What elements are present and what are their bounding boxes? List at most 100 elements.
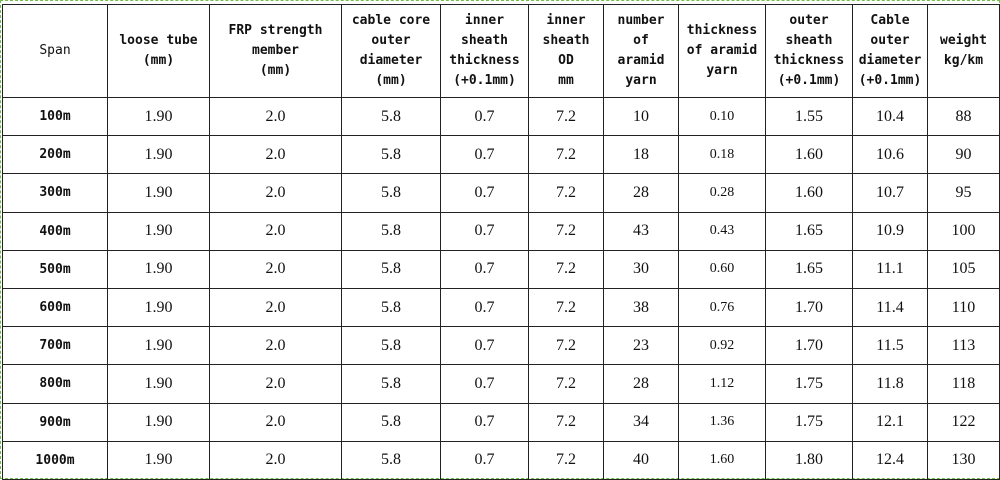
table-cell: 2.0: [209, 135, 342, 175]
column-header-line: outer: [371, 33, 411, 48]
table-row: 800m 1.90 2.0 5.8 0.7 7.2 28 1.12 1.75 11.8 118: [2, 364, 1000, 404]
column-header: thickness of aramid yarn: [678, 4, 766, 98]
column-header-line: (+0.1mm): [858, 73, 922, 88]
table-cell: 5.8: [341, 211, 441, 251]
span-cell: 600m: [2, 287, 108, 328]
span-cell: 900m: [2, 402, 108, 442]
table-cell: 40: [603, 440, 679, 480]
table-cell: 5.8: [341, 402, 441, 442]
table-cell: 1.90: [107, 249, 210, 289]
column-header-line: sheath: [785, 33, 833, 48]
span-cell: 300m: [2, 173, 108, 213]
span-cell: 700m: [2, 326, 108, 366]
column-header-line: loose tube: [119, 33, 198, 48]
table-cell: 1.60: [765, 135, 853, 175]
table-cell: 1.75: [765, 364, 853, 404]
table-cell: 0.7: [440, 326, 529, 366]
span-cell: 200m: [2, 135, 108, 175]
table-cell: 88: [927, 96, 1000, 137]
column-header: cable core outer diameter (mm): [341, 4, 441, 98]
table-cell: 1.60: [765, 173, 853, 213]
table-cell: 34: [603, 402, 679, 442]
span-cell: 1000m: [2, 440, 108, 480]
column-header-line: kg/km: [943, 53, 984, 68]
table-cell: 1.36: [678, 402, 766, 442]
table-row: 900m 1.90 2.0 5.8 0.7 7.2 34 1.36 1.75 12.1 122: [2, 402, 1000, 442]
table-cell: 2.0: [209, 96, 342, 137]
column-header-line: yarn: [625, 73, 657, 88]
table-row: 200m 1.90 2.0 5.8 0.7 7.2 18 0.18 1.60 10.6 90: [2, 135, 1000, 175]
column-header-line: mm: [558, 73, 574, 88]
column-header-line: outer: [870, 33, 910, 48]
table-cell: 122: [927, 402, 1000, 442]
table-cell: 12.4: [852, 440, 928, 480]
table-cell: 7.2: [528, 326, 604, 366]
column-header-line: diameter: [359, 53, 423, 68]
column-header-line: of aramid: [686, 43, 758, 58]
table-cell: 38: [603, 287, 679, 328]
table-cell: 1.60: [678, 440, 766, 480]
table-cell: 0.7: [440, 211, 529, 251]
table-row: 600m 1.90 2.0 5.8 0.7 7.2 38 0.76 1.70 11.4 110: [2, 287, 1000, 328]
column-header-line: (mm): [142, 53, 175, 68]
column-header-line: (mm): [259, 63, 292, 78]
table-cell: 1.70: [765, 287, 853, 328]
column-header-line: thickness: [686, 23, 758, 38]
table-cell: 1.90: [107, 326, 210, 366]
table-cell: 113: [927, 326, 1000, 366]
table-cell: 7.2: [528, 364, 604, 404]
table-cell: 1.90: [107, 402, 210, 442]
table-cell: 1.65: [765, 249, 853, 289]
column-header-line: diameter: [858, 53, 922, 68]
column-header-line: Cable: [870, 13, 910, 28]
column-header-line: outer: [789, 13, 829, 28]
column-header-line: aramid: [617, 53, 665, 68]
table-cell: 1.12: [678, 364, 766, 404]
table-cell: 0.7: [440, 364, 529, 404]
table-cell: 1.90: [107, 96, 210, 137]
table-cell: 28: [603, 364, 679, 404]
table-cell: 1.90: [107, 211, 210, 251]
table-cell: 0.7: [440, 96, 529, 137]
column-header-line: thickness: [449, 53, 520, 68]
column-header-line: (+0.1mm): [777, 73, 841, 88]
table-cell: 2.0: [209, 402, 342, 442]
table-cell: 2.0: [209, 440, 342, 480]
column-header: inner sheath thickness (+0.1mm): [440, 4, 529, 98]
table-header: Span loose tube (mm) FRP strength member (mm)…: [2, 4, 1000, 98]
table-cell: 23: [603, 326, 679, 366]
table-cell: 0.7: [440, 402, 529, 442]
table-cell: 10.9: [852, 211, 928, 251]
span-cell: 400m: [2, 211, 108, 251]
column-header-line: sheath: [461, 33, 508, 48]
table-cell: 90: [927, 135, 1000, 175]
table-cell: 2.0: [209, 249, 342, 289]
table-row: 100m 1.90 2.0 5.8 0.7 7.2 10 0.10 1.55 10.4 88: [2, 96, 1000, 137]
table-cell: 2.0: [209, 364, 342, 404]
table-cell: 0.76: [678, 287, 766, 328]
column-header-line: FRP strength: [228, 23, 323, 38]
column-header-line: member: [252, 43, 299, 58]
table-cell: 100: [927, 211, 1000, 251]
table-cell: 7.2: [528, 287, 604, 328]
table-body: 100m 1.90 2.0 5.8 0.7 7.2 10 0.10 1.55 10.4 88 200m…: [2, 96, 1000, 480]
table-cell: 0.7: [440, 173, 529, 213]
table-cell: 5.8: [341, 173, 441, 213]
table-row: 700m 1.90 2.0 5.8 0.7 7.2 23 0.92 1.70 11.5 113: [2, 326, 1000, 366]
column-header: loose tube (mm): [107, 4, 210, 98]
table-cell: 0.60: [678, 249, 766, 289]
table-cell: 10.4: [852, 96, 928, 137]
table-cell: 130: [927, 440, 1000, 480]
table-cell: 1.55: [765, 96, 853, 137]
span-cell: 100m: [2, 96, 108, 137]
table-cell: 11.8: [852, 364, 928, 404]
table-cell: 0.92: [678, 326, 766, 366]
column-header: Span: [2, 4, 108, 98]
table-row: 500m 1.90 2.0 5.8 0.7 7.2 30 0.60 1.65 11.1 105: [2, 249, 1000, 289]
table-cell: 2.0: [209, 326, 342, 366]
table-cell: 105: [927, 249, 1000, 289]
table-cell: 7.2: [528, 135, 604, 175]
table-cell: 7.2: [528, 173, 604, 213]
column-header-line: weight: [940, 33, 987, 48]
